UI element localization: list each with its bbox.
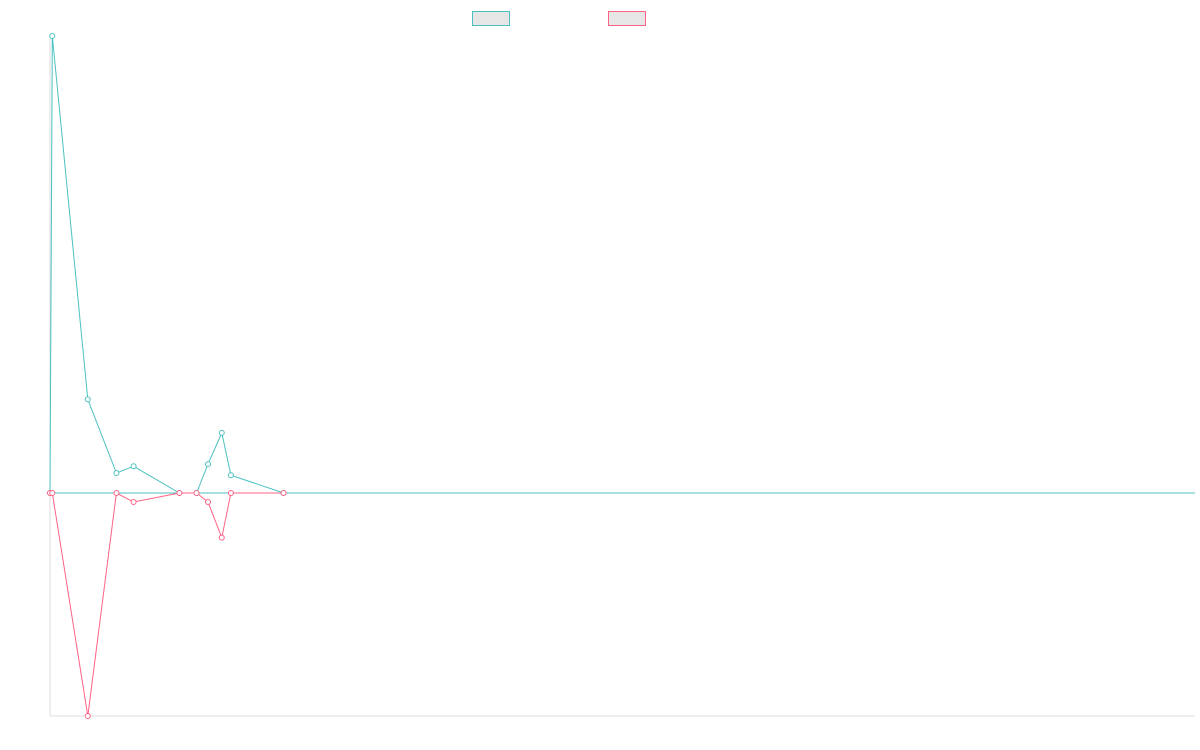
series-1-point-9[interactable]	[218, 429, 225, 436]
legend-item-series-1[interactable]	[472, 9, 516, 27]
series-layer	[47, 33, 287, 719]
series-1-point-8[interactable]	[205, 461, 212, 468]
legend-swatch-series-2	[608, 10, 646, 26]
series-1-point-5[interactable]	[130, 463, 137, 470]
series-2-point-5[interactable]	[130, 498, 137, 505]
legend-swatch-series-1	[472, 10, 510, 26]
series-1-point-2[interactable]	[49, 33, 56, 39]
series-1-point-3[interactable]	[84, 396, 91, 403]
series-2-point-7[interactable]	[193, 490, 200, 497]
series-2-point-4[interactable]	[113, 490, 120, 497]
series-2-point-6[interactable]	[176, 490, 183, 497]
series-2-point-9[interactable]	[218, 534, 225, 541]
legend	[472, 9, 652, 27]
series-1-point-10[interactable]	[227, 472, 234, 479]
legend-item-series-2[interactable]	[608, 9, 652, 27]
series-2-point-3[interactable]	[84, 713, 91, 719]
series-2-point-10[interactable]	[227, 490, 234, 497]
series-2-point-8[interactable]	[205, 498, 212, 505]
series-line-2	[50, 492, 284, 717]
series-line-1	[49, 35, 284, 494]
series-2-point-11[interactable]	[280, 490, 287, 497]
series-2-point-2[interactable]	[49, 490, 56, 497]
series-1-point-4[interactable]	[113, 469, 120, 476]
